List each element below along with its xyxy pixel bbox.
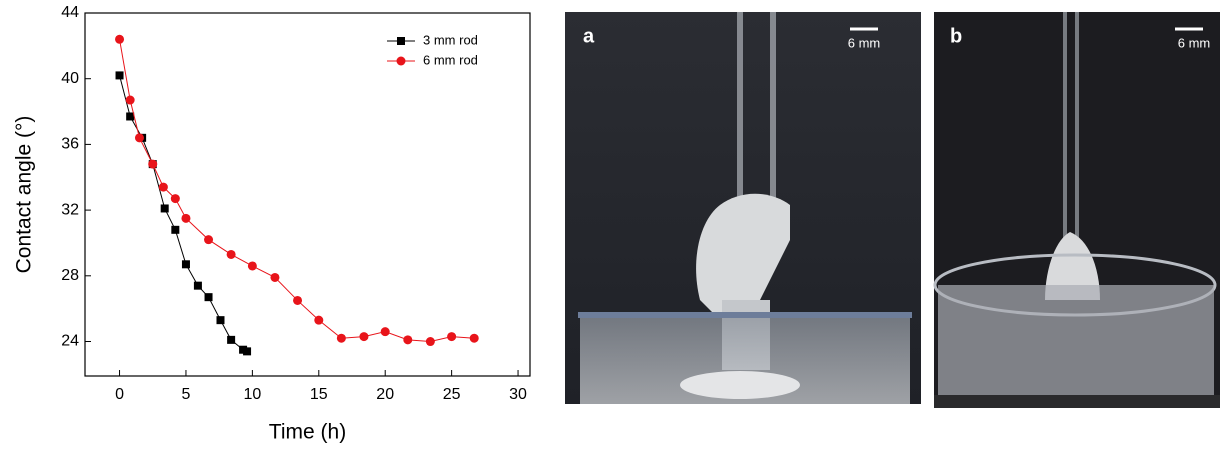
- photo-b: b 6 mm: [934, 12, 1220, 408]
- y-tick-label: 44: [61, 4, 79, 21]
- x-axis-label: Time (h): [269, 421, 346, 444]
- chart: 0 5 10 15 20 25 30 24 28 32 36 40 44 Time (h) Contact …: [13, 4, 530, 443]
- x-tick-label: 30: [509, 386, 527, 403]
- legend-marker: [397, 57, 406, 66]
- x-tick-label: 25: [443, 386, 461, 403]
- x-tick-label: 20: [376, 386, 394, 403]
- y-tick-label: 36: [61, 136, 79, 153]
- legend-marker: [397, 37, 405, 45]
- data-point: [447, 332, 456, 341]
- y-tick-label: 24: [61, 333, 79, 350]
- x-tick-label: 10: [243, 386, 261, 403]
- data-point: [181, 214, 190, 223]
- data-point: [293, 296, 302, 305]
- y-tick-label: 40: [61, 70, 79, 87]
- data-point: [115, 35, 124, 44]
- plot-frame: [85, 13, 530, 376]
- data-point: [426, 337, 435, 346]
- data-point: [216, 316, 224, 324]
- data-point: [126, 112, 134, 120]
- scale-bar-label: 6 mm: [1178, 35, 1211, 50]
- y-tick-label: 32: [61, 201, 79, 218]
- legend-label: 3 mm rod: [423, 32, 478, 47]
- data-point: [403, 335, 412, 344]
- data-point: [227, 336, 235, 344]
- data-point: [337, 334, 346, 343]
- data-point: [159, 183, 168, 192]
- data-point: [148, 160, 157, 169]
- data-point: [248, 261, 257, 270]
- data-point: [205, 293, 213, 301]
- data-point: [381, 327, 390, 336]
- data-point: [126, 96, 135, 105]
- legend-label: 6 mm rod: [423, 52, 478, 67]
- data-point: [171, 226, 179, 234]
- data-point: [204, 235, 213, 244]
- x-tick-label: 0: [115, 386, 124, 403]
- data-point: [227, 250, 236, 259]
- y-axis-label: Contact angle (°): [13, 116, 36, 274]
- data-point: [182, 260, 190, 268]
- scale-bar-label: 6 mm: [848, 35, 881, 50]
- figure: a 6 mm b 6 mm 0 5 10 15 20 25 30 24 28 32 36 40 44 Ti…: [0, 0, 1221, 449]
- data-point: [243, 347, 251, 355]
- data-point: [359, 332, 368, 341]
- data-point: [270, 273, 279, 282]
- data-point: [161, 204, 169, 212]
- data-point: [116, 71, 124, 79]
- panel-label: b: [950, 25, 962, 47]
- data-point: [135, 133, 144, 142]
- data-point: [314, 316, 323, 325]
- y-tick-label: 28: [61, 267, 79, 284]
- data-point: [470, 334, 479, 343]
- data-point: [194, 282, 202, 290]
- photo-a: a 6 mm: [565, 12, 921, 404]
- panel-label: a: [583, 25, 595, 47]
- x-tick-label: 15: [310, 386, 328, 403]
- x-tick-label: 5: [182, 386, 191, 403]
- data-point: [171, 194, 180, 203]
